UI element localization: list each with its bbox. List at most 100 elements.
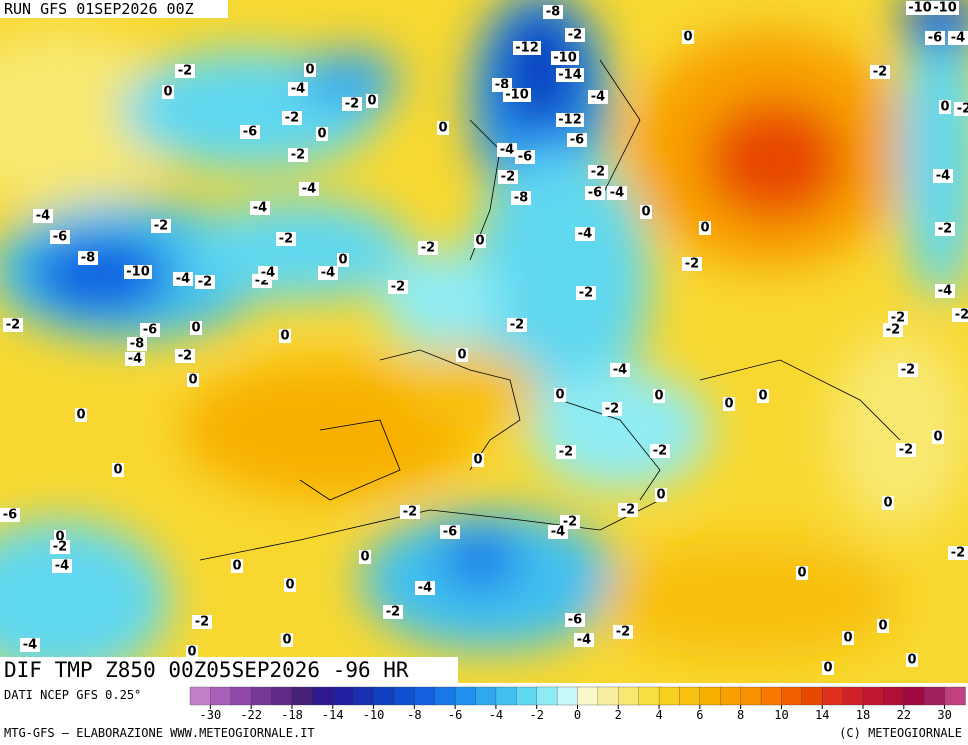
colorbar-swatch [210,686,232,706]
label-box [400,505,420,519]
contour-label: -6 [443,525,457,540]
label-box [140,323,160,337]
contour-label: 0 [113,463,122,478]
label-box [316,127,328,141]
source-label: DATI NCEP GFS 0.25° [4,688,141,702]
colorbar-tick-label: -14 [322,708,344,722]
colorbar-swatch [189,686,212,706]
label-box [162,85,174,99]
contour-label: -2 [951,546,965,561]
label-box [497,143,517,157]
label-box [192,615,212,629]
contour-labels: -8 -10-10-6 -4-2 0-12-10-14-8-10 -4-2 0-40-2 0… [0,1,968,676]
contour-label: -4 [938,284,952,299]
contour-label: 0 [55,530,64,545]
colorbar-swatch [740,686,762,706]
colorbar-swatch [230,686,252,706]
contour-label: -2 [605,402,619,417]
label-box [822,661,834,675]
label-box [415,581,435,595]
colorbar-swatch [373,686,395,706]
contour-label: 0 [641,205,650,220]
label-box [383,605,403,619]
contour-label: -4 [291,82,305,97]
contour-label: 0 [338,253,347,268]
contour-label: -12 [558,113,582,128]
contour-label: -4 [302,182,316,197]
colorbar-swatch [271,686,293,706]
contour-label: -4 [55,559,69,574]
label-box [78,251,98,265]
label-box [250,201,270,215]
contour-label: 0 [76,408,85,423]
label-box [952,308,968,322]
label-box [948,31,968,45]
contour-label: -4 [577,633,591,648]
contour-label: 0 [187,645,196,660]
label-box [175,349,195,363]
label-box [618,503,638,517]
label-box [288,82,308,96]
label-box [318,266,338,280]
label-box [842,631,854,645]
colorbar-tick-label: 6 [696,708,703,722]
contour-label: -10 [126,265,150,280]
label-box [50,540,70,554]
contour-label: -2 [621,503,635,518]
label-box [127,337,147,351]
contour-label: 0 [797,566,806,581]
contour-label: 0 [823,661,832,676]
contour-label: -4 [253,201,267,216]
label-box [931,1,959,15]
colorbar-swatch [454,686,477,706]
label-box [124,265,152,279]
contour-label: -12 [515,41,539,56]
contour-label: -2 [901,363,915,378]
contour-label: 0 [367,94,376,109]
contour-label: 0 [305,63,314,78]
contour-label: 0 [700,221,709,236]
contour-label: 0 [163,85,172,100]
colorbar-tick-label: 30 [937,708,951,722]
label-box [906,1,934,15]
contour-label: -4 [128,352,142,367]
label-box [511,191,531,205]
contour-label: 0 [188,373,197,388]
contour-label: 0 [280,329,289,344]
label-box [0,508,20,522]
colorbar-swatch [618,686,640,706]
label-box [281,633,293,647]
colorbar-tick-label: -2 [529,708,543,722]
label-box [653,389,665,403]
contour-label: -2 [886,323,900,338]
colorbar-tick-label: 4 [655,708,662,722]
label-box [187,373,199,387]
contour-label: -6 [588,186,602,201]
colorbar-tick-label: 2 [615,708,622,722]
contour-label: 0 [555,388,564,403]
contour-label: -6 [568,613,582,628]
label-box [588,90,608,104]
contour-label: -6 [518,150,532,165]
label-box [896,443,916,457]
label-box [359,550,371,564]
contour-label: -2 [198,275,212,290]
colorbar-swatch [353,686,375,706]
label-box [699,221,711,235]
colorbar-swatch [720,686,742,706]
contour-label: -2 [403,505,417,520]
contour-label: -8 [546,5,560,20]
contour-label: 0 [457,348,466,363]
colorbar-swatch [251,686,273,706]
label-box [948,546,968,560]
contour-label: -4 [951,31,965,46]
contour-label: -2 [391,280,405,295]
label-box [877,619,889,633]
label-box [337,253,349,267]
contour-label: -6 [53,230,67,245]
copyright-label: (C) METEOGIORNALE [839,726,962,740]
contour-label: -10 [933,1,957,16]
contour-label: -2 [891,311,905,326]
label-box [543,5,563,19]
label-box [655,488,667,502]
